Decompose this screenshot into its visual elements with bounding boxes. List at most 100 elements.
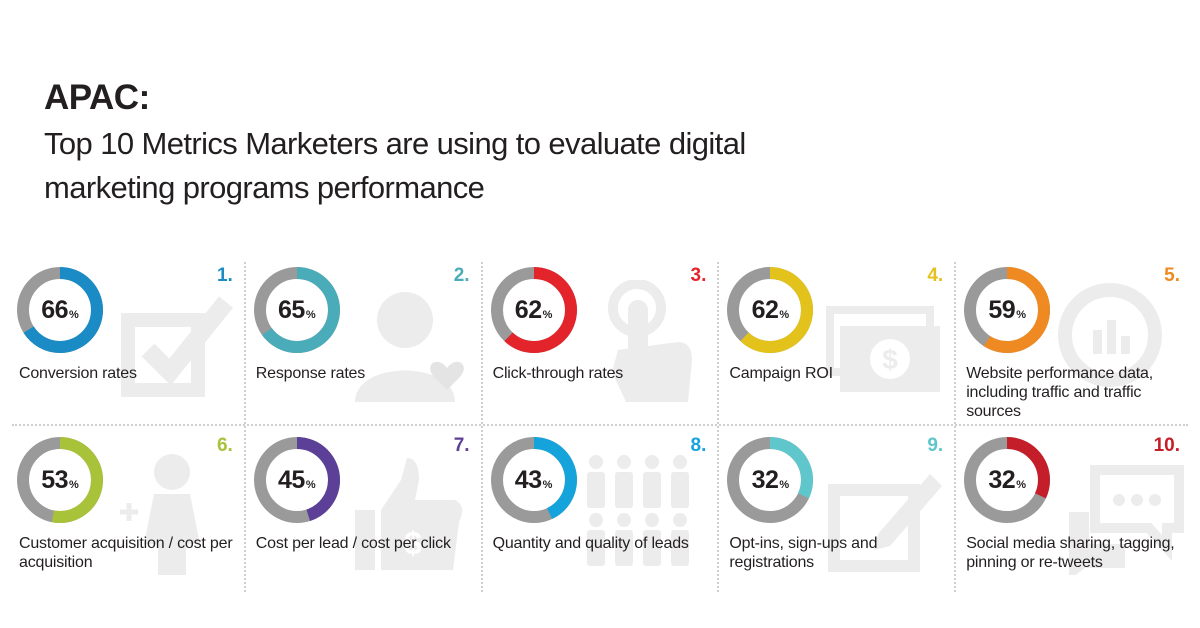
metric-label: Customer acquisition / cost per acquisit… <box>19 535 233 571</box>
metric-card: 65% 2. Response rates <box>245 258 482 428</box>
percent-label: 32% <box>963 436 1051 524</box>
rank-number: 9. <box>927 435 944 456</box>
crowd-icon <box>586 455 689 566</box>
donut-value-arc <box>727 267 814 353</box>
donut-chart <box>727 267 814 353</box>
donut-chart <box>964 437 1051 523</box>
percent-label: 62% <box>726 266 814 354</box>
metric-card: 43% 8. Quantity and quality of leads <box>482 428 719 598</box>
rank-number: 1. <box>216 265 233 286</box>
person-plus-icon <box>120 454 200 575</box>
donut-value-arc <box>964 267 1051 353</box>
metric-card: $62% 4. Campaign ROI <box>718 258 955 428</box>
percent-unit: % <box>305 478 316 491</box>
rank-number: 5. <box>1164 265 1180 286</box>
metric-label: Cost per lead / cost per click <box>255 535 451 552</box>
percent-unit: % <box>69 478 79 491</box>
metric-card: 32% 9. Opt-ins, sign-ups and registrations <box>718 428 955 598</box>
metric-label: Conversion rates <box>19 365 137 382</box>
percent-unit: % <box>542 308 553 321</box>
rank-number: 4. <box>927 265 944 286</box>
metric-label: Website performance data, including traf… <box>966 365 1153 420</box>
donut-chart <box>727 437 814 523</box>
percent-label: 65% <box>253 266 341 354</box>
donut-value-arc <box>17 437 103 523</box>
rank-number: 3. <box>690 265 707 286</box>
percent-value: 43 <box>514 465 542 494</box>
donut-chart <box>964 267 1051 353</box>
pointer-hand-icon <box>607 280 692 402</box>
metric-card: 62% 3. Click-through rates <box>482 258 719 428</box>
grid-divider-vertical <box>954 262 957 592</box>
person-heart-icon <box>354 292 464 402</box>
percent-value: 65 <box>278 295 305 324</box>
metric-card: $45% 7. Cost per lead / cost per click <box>245 428 482 598</box>
donut-value-arc <box>490 437 577 523</box>
percent-unit: % <box>69 308 79 321</box>
donut-chart <box>253 267 340 353</box>
percent-value: 62 <box>751 295 779 324</box>
percent-value: 62 <box>514 295 542 324</box>
rank-number: 6. <box>216 435 233 456</box>
thumbs-up-dollar-icon: $ <box>354 458 462 570</box>
page-title: APAC: <box>44 78 150 117</box>
percent-unit: % <box>779 308 790 321</box>
donut-value-arc <box>727 437 814 523</box>
metric-card: 59% 5. Website performance data, including… <box>955 258 1192 428</box>
donut-value-arc <box>964 437 1051 523</box>
metric-card: 53% 6. Customer acquisition / cost per acq… <box>8 428 245 598</box>
percent-label: 53% <box>16 436 104 524</box>
percent-unit: % <box>1016 308 1026 321</box>
metric-label: Click-through rates <box>492 365 624 382</box>
percent-unit: % <box>779 478 790 491</box>
donut-value-arc <box>17 267 103 353</box>
donut-value-arc <box>253 267 340 353</box>
percent-value: 66 <box>41 295 69 324</box>
donut-chart <box>253 437 340 523</box>
donut-chart <box>17 437 103 523</box>
svg-text:$: $ <box>404 525 422 561</box>
percent-value: 59 <box>988 295 1016 324</box>
chat-bubbles-icon <box>1069 465 1185 575</box>
rank-number: 7. <box>453 435 470 456</box>
metrics-grid: 66% 1. Conversion rates 65% 2. Response rates… <box>8 258 1192 598</box>
donut-value-arc <box>490 267 577 353</box>
metric-label: Quantity and quality of leads <box>492 535 689 552</box>
percent-label: 45% <box>253 436 341 524</box>
metric-label: Campaign ROI <box>729 365 833 382</box>
percent-label: 66% <box>16 266 104 354</box>
percent-unit: % <box>542 478 553 491</box>
percent-unit: % <box>305 308 316 321</box>
grid-divider-horizontal <box>12 424 1188 426</box>
donut-value-arc <box>253 437 340 523</box>
metric-card: 32% 10. Social media sharing, tagging, pin… <box>955 428 1192 598</box>
metric-label: Opt-ins, sign-ups and registrations <box>729 535 878 571</box>
metric-card: 66% 1. Conversion rates <box>8 258 245 428</box>
donut-chart <box>490 437 577 523</box>
percent-value: 45 <box>278 465 305 494</box>
rank-number: 8. <box>690 435 707 456</box>
svg-text:$: $ <box>883 344 899 375</box>
donut-chart <box>490 267 577 353</box>
metric-label: Social media sharing, tagging, pinning o… <box>966 535 1175 571</box>
percent-label: 62% <box>490 266 578 354</box>
rank-number: 2. <box>453 265 470 286</box>
percent-value: 32 <box>751 465 779 494</box>
grid-divider-vertical <box>717 262 720 592</box>
percent-label: 43% <box>490 436 578 524</box>
percent-label: 59% <box>963 266 1051 354</box>
grid-divider-vertical <box>480 262 483 592</box>
percent-label: 32% <box>726 436 814 524</box>
metric-label: Response rates <box>255 365 366 382</box>
percent-unit: % <box>1016 478 1026 491</box>
analytics-icon <box>1058 283 1163 387</box>
grid-divider-vertical <box>243 262 246 592</box>
checkbox-icon <box>121 296 234 397</box>
rank-number: 10. <box>1153 435 1180 456</box>
percent-value: 32 <box>988 465 1016 494</box>
percent-value: 53 <box>41 465 69 494</box>
pencil-form-icon <box>828 474 943 572</box>
money-icon: $ <box>826 306 941 392</box>
donut-chart <box>17 267 103 353</box>
page-subtitle: Top 10 Metrics Marketers are using to ev… <box>44 126 746 205</box>
